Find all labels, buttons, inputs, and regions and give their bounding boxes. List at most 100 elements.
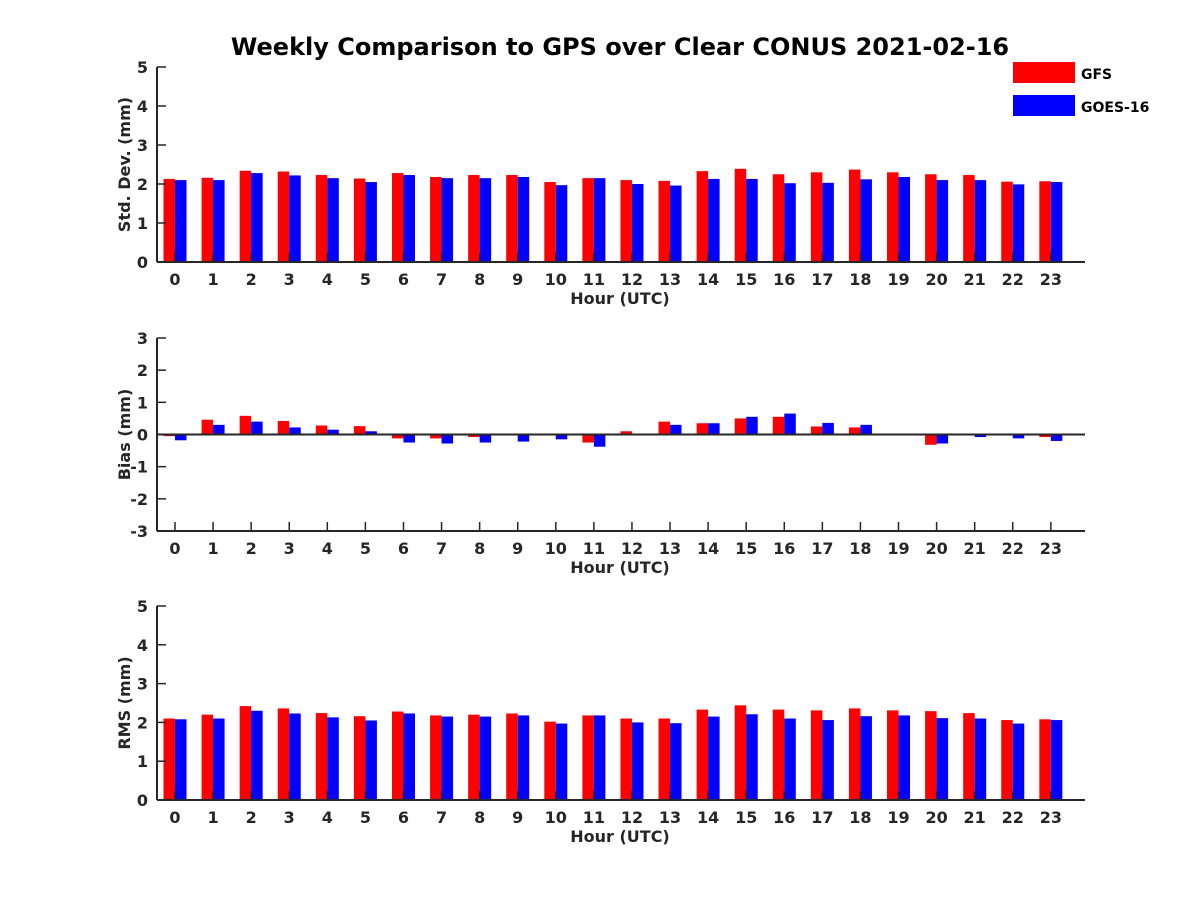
rms-bar-goes16-11 xyxy=(593,715,606,800)
bias-bar-goes16-18 xyxy=(860,424,872,435)
bias-x-tick-label: 12 xyxy=(621,539,643,558)
bias-y-tick-label: 2 xyxy=(137,361,148,380)
rms-bar-gfs-14 xyxy=(696,709,709,800)
legend-swatch-gfs xyxy=(1013,62,1075,83)
rms-bar-gfs-21 xyxy=(963,713,975,800)
rms-x-tick-label: 17 xyxy=(811,808,833,827)
bias-x-tick-label: 13 xyxy=(659,539,681,558)
bias-bar-goes16-9 xyxy=(517,434,530,442)
rms-bar-goes16-16 xyxy=(784,718,796,800)
rms-x-tick-label: 3 xyxy=(284,808,295,827)
std-dev-x-tick-label: 1 xyxy=(208,270,219,289)
rms-x-tick-label: 15 xyxy=(735,808,757,827)
bias-x-tick-label: 4 xyxy=(322,539,333,558)
std-dev-bar-goes16-8 xyxy=(479,178,492,262)
std-dev-bar-gfs-1 xyxy=(201,177,214,262)
rms-bar-gfs-23 xyxy=(1039,719,1051,800)
std-dev-x-tick-label: 3 xyxy=(284,270,295,289)
rms-bar-goes16-3 xyxy=(289,713,301,800)
rms-x-tick-label: 1 xyxy=(208,808,219,827)
std-dev-bar-gfs-16 xyxy=(772,174,785,262)
std-dev-bar-gfs-11 xyxy=(582,178,594,262)
bias-x-tick-label: 8 xyxy=(474,539,485,558)
bias-bar-goes16-22 xyxy=(1012,434,1025,439)
rms-x-tick-label: 9 xyxy=(512,808,523,827)
bias-y-tick-label: -1 xyxy=(130,458,148,477)
std-dev-x-tick-label: 15 xyxy=(735,270,757,289)
std-dev-bar-gfs-15 xyxy=(734,168,747,262)
std-dev-x-tick-label: 4 xyxy=(322,270,333,289)
rms-bar-goes16-7 xyxy=(441,716,454,800)
std-dev-bar-gfs-19 xyxy=(887,172,899,262)
bias-x-tick-label: 2 xyxy=(246,539,257,558)
std-dev-bar-gfs-6 xyxy=(391,173,404,262)
bias-bar-gfs-2 xyxy=(239,415,252,435)
rms-x-tick-label: 11 xyxy=(583,808,605,827)
bias-bar-goes16-2 xyxy=(251,421,263,435)
rms-bar-goes16-13 xyxy=(670,723,682,800)
bias-bar-goes16-3 xyxy=(289,427,301,435)
rms-bar-gfs-17 xyxy=(810,710,823,800)
bias-bar-goes16-1 xyxy=(213,424,225,435)
bias-bar-gfs-14 xyxy=(696,423,709,435)
bias-bar-gfs-15 xyxy=(734,418,747,435)
bias-bar-goes16-10 xyxy=(555,434,568,440)
std-dev-x-tick-label: 5 xyxy=(360,270,371,289)
std-dev-bar-gfs-5 xyxy=(353,178,366,262)
bias-x-tick-label: 22 xyxy=(1002,539,1024,558)
rms-bar-gfs-13 xyxy=(658,718,671,800)
rms-bar-goes16-4 xyxy=(327,717,339,800)
std-dev-bar-gfs-7 xyxy=(430,176,442,262)
std-dev-y-tick-label: 1 xyxy=(137,214,148,233)
std-dev-x-tick-label: 17 xyxy=(811,270,833,289)
std-dev-x-tick-label: 22 xyxy=(1002,270,1024,289)
std-dev-x-tick-label: 16 xyxy=(773,270,795,289)
bias-x-axis-label: Hour (UTC) xyxy=(570,558,670,577)
rms-bar-goes16-22 xyxy=(1012,723,1025,800)
rms-y-tick-label: 3 xyxy=(137,675,148,694)
std-dev-bar-goes16-4 xyxy=(327,178,339,262)
rms-bar-gfs-4 xyxy=(315,713,328,800)
bias-x-tick-label: 23 xyxy=(1040,539,1062,558)
legend-label-goes16: GOES-16 xyxy=(1081,100,1149,116)
rms-x-tick-label: 7 xyxy=(436,808,447,827)
bias-bar-goes16-21 xyxy=(974,434,987,438)
rms-x-tick-label: 12 xyxy=(621,808,643,827)
bias-bar-goes16-16 xyxy=(784,413,796,435)
std-dev-bar-gfs-3 xyxy=(277,171,290,262)
bias-bar-goes16-11 xyxy=(593,434,606,447)
bias-x-tick-label: 17 xyxy=(811,539,833,558)
rms-bar-gfs-1 xyxy=(201,714,214,800)
bias-x-tick-label: 15 xyxy=(735,539,757,558)
std-dev-bar-goes16-20 xyxy=(936,180,949,262)
rms-x-tick-label: 8 xyxy=(474,808,485,827)
rms-y-tick-label: 4 xyxy=(137,636,148,655)
std-dev-bar-gfs-14 xyxy=(696,171,709,262)
std-dev-x-tick-label: 11 xyxy=(583,270,605,289)
bias-bar-goes16-4 xyxy=(327,429,339,435)
bias-bar-goes16-17 xyxy=(822,422,834,435)
std-dev-x-tick-label: 6 xyxy=(398,270,409,289)
bias-bar-gfs-12 xyxy=(620,431,632,435)
rms-x-tick-label: 5 xyxy=(360,808,371,827)
bias-bar-gfs-13 xyxy=(658,421,671,435)
bias-bar-gfs-4 xyxy=(315,425,328,435)
std-dev-bar-goes16-22 xyxy=(1012,184,1025,262)
std-dev-x-tick-label: 18 xyxy=(849,270,871,289)
rms-bar-gfs-10 xyxy=(544,721,556,800)
std-dev-x-tick-label: 10 xyxy=(545,270,567,289)
std-dev-bar-goes16-14 xyxy=(708,178,720,262)
rms-bar-gfs-11 xyxy=(582,715,594,800)
std-dev-bar-gfs-2 xyxy=(239,170,252,262)
std-dev-bar-gfs-21 xyxy=(963,175,975,262)
legend: GFS GOES-16 xyxy=(1013,62,1149,116)
bias-x-tick-label: 5 xyxy=(360,539,371,558)
bias-x-tick-label: 16 xyxy=(773,539,795,558)
std-dev-bar-goes16-7 xyxy=(441,178,454,262)
chart-title: Weekly Comparison to GPS over Clear CONU… xyxy=(231,33,1009,61)
std-dev-bar-goes16-5 xyxy=(365,182,377,262)
std-dev-bar-goes16-23 xyxy=(1050,182,1063,262)
std-dev-bar-goes16-19 xyxy=(898,176,911,262)
